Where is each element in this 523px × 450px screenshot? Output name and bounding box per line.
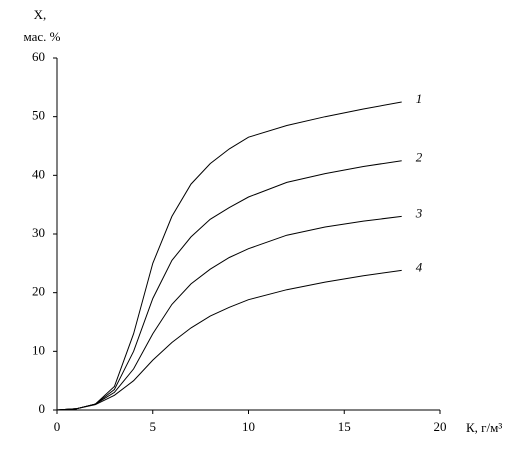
x-tick-label: 10 <box>242 419 255 434</box>
series-line <box>56 101 402 411</box>
x-tick-label: 20 <box>434 419 447 434</box>
series-line <box>56 160 402 411</box>
y-tick-label: 0 <box>39 401 46 416</box>
y-tick-label: 60 <box>32 49 45 64</box>
y-tick-label: 20 <box>32 284 45 299</box>
x-axis-label: К, г/м³ <box>466 420 502 435</box>
legend-label: 2 <box>416 150 423 165</box>
y-tick-label: 30 <box>32 225 45 240</box>
series-line <box>56 269 402 411</box>
legend-label: 3 <box>415 205 423 220</box>
y-tick-label: 40 <box>32 166 45 181</box>
x-tick-label: 15 <box>338 419 351 434</box>
legend-label: 4 <box>416 259 423 274</box>
series-line <box>56 215 402 411</box>
x-tick-label: 5 <box>150 419 157 434</box>
y-tick-label: 10 <box>32 342 45 357</box>
x-tick-label: 0 <box>54 419 61 434</box>
legend-label: 1 <box>416 91 423 106</box>
y-axis-label: X, <box>34 7 47 22</box>
y-axis-label: мас. % <box>23 29 60 44</box>
y-tick-label: 50 <box>32 108 45 123</box>
